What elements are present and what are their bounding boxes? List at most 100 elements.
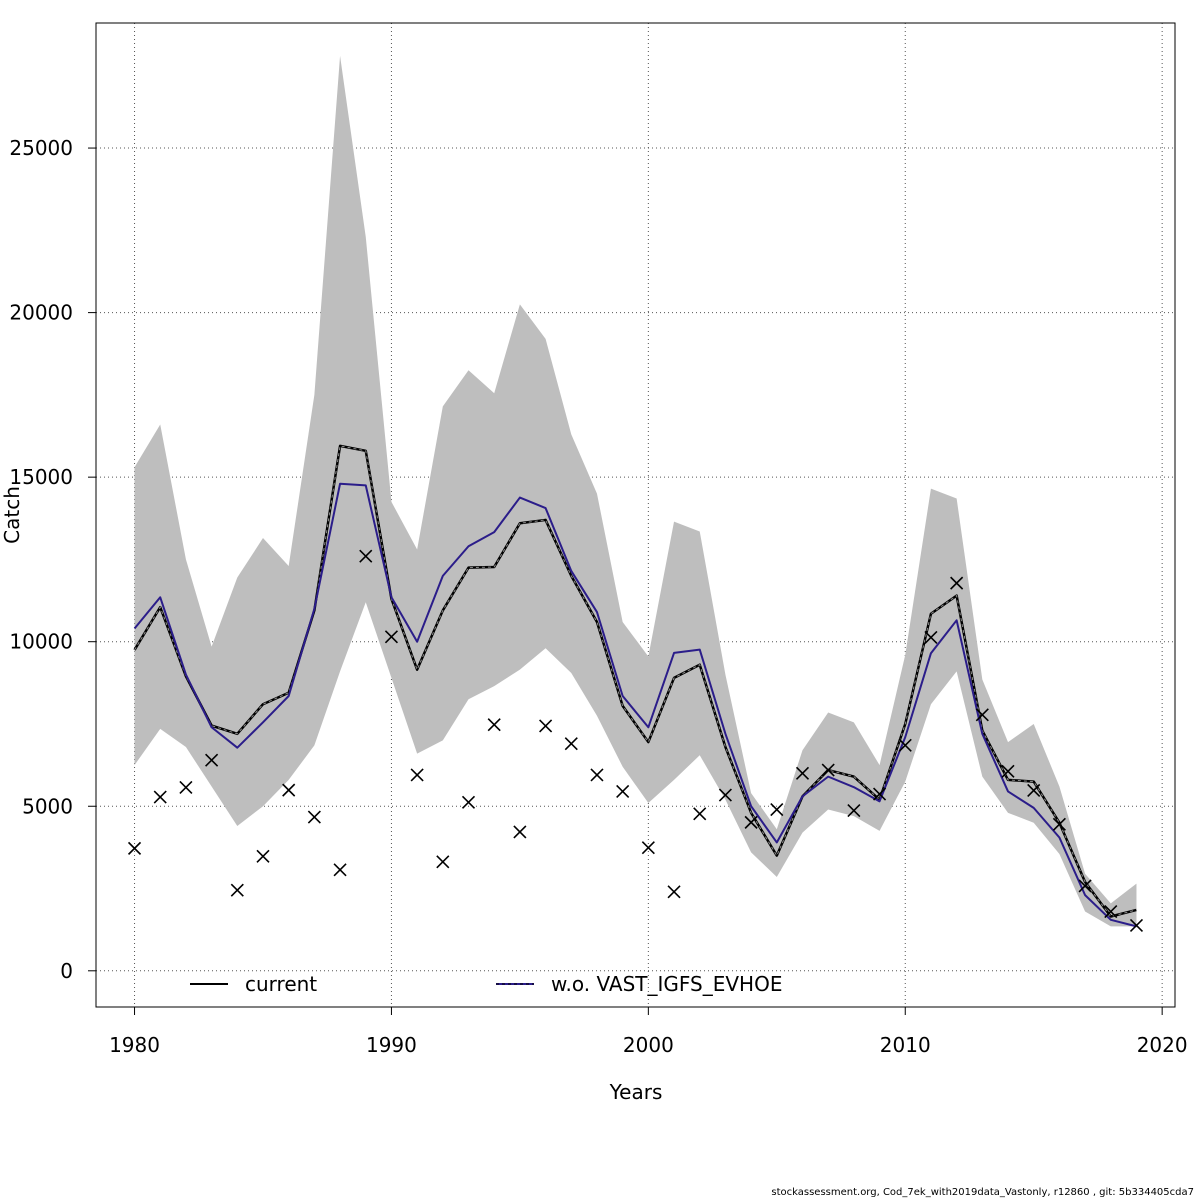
- observation-stroke: [616, 784, 630, 799]
- x-tick-label: 2010: [880, 1033, 931, 1057]
- observation-stroke: [847, 803, 861, 818]
- axes: 1980 1990 2000 2010 2020 0 5000 10000 15000 20000…: [9, 136, 1187, 1057]
- observation-stroke: [770, 802, 784, 817]
- observation-point: [1027, 783, 1041, 798]
- observation-stroke: [1129, 918, 1144, 932]
- observation-stroke: [872, 787, 887, 801]
- observation-stroke: [359, 549, 373, 563]
- observation-point: [1104, 904, 1118, 919]
- observation-stroke: [487, 718, 501, 732]
- observation-stroke: [1027, 783, 1041, 798]
- y-tick-label: 15000: [9, 465, 73, 489]
- observation-point: [924, 630, 938, 644]
- observation-stroke: [1052, 817, 1066, 831]
- observation-stroke: [333, 863, 347, 877]
- observation-point: [307, 810, 321, 824]
- observation-stroke: [384, 630, 399, 644]
- observation-point: [898, 738, 912, 752]
- series-layer: [133, 444, 1137, 928]
- grid-lines: [96, 23, 1175, 1007]
- observation-point: [205, 753, 219, 767]
- observation-stroke: [821, 763, 835, 777]
- observation-stroke: [718, 788, 732, 802]
- x-tick-label: 1990: [366, 1033, 417, 1057]
- observation-point: [127, 841, 142, 855]
- observation-point: [539, 719, 553, 733]
- legend-label-wo-vast: w.o. VAST_IGFS_EVHOE: [551, 972, 782, 996]
- y-tick-label: 0: [60, 959, 73, 983]
- observation-point: [795, 766, 810, 780]
- observation-stroke: [256, 849, 270, 863]
- confidence-band: [134, 55, 1137, 927]
- observation-point: [616, 784, 630, 799]
- series-line-current-dash: [134, 445, 1137, 918]
- observation-stroke: [179, 780, 193, 795]
- observation-point: [1129, 918, 1144, 932]
- observation-stroke: [127, 841, 142, 855]
- observation-point: [487, 718, 501, 732]
- observation-point: [1001, 764, 1015, 778]
- confidence-band-layer: [134, 55, 1137, 927]
- observation-stroke: [205, 753, 219, 767]
- observation-stroke: [1104, 904, 1118, 919]
- observation-point: [564, 737, 578, 751]
- observation-stroke: [1078, 879, 1092, 893]
- observation-stroke: [898, 738, 912, 752]
- observation-point: [513, 825, 527, 839]
- observation-stroke: [795, 766, 810, 780]
- observation-point: [179, 780, 193, 795]
- observation-stroke: [950, 576, 964, 590]
- y-tick-label: 10000: [9, 630, 73, 654]
- observation-point: [1052, 817, 1066, 831]
- observation-point: [590, 768, 604, 782]
- observation-stroke: [924, 630, 938, 644]
- x-axis-title: Years: [609, 1080, 663, 1104]
- observation-stroke: [461, 795, 476, 809]
- observation-stroke: [1001, 764, 1015, 778]
- observation-point: [461, 795, 476, 809]
- y-tick-label: 5000: [22, 794, 73, 818]
- observation-stroke: [153, 790, 167, 804]
- legend: current w.o. VAST_IGFS_EVHOE: [190, 972, 782, 996]
- observation-point: [256, 849, 270, 863]
- series-line-wo-vast: [133, 482, 1137, 928]
- observation-stroke: [436, 855, 450, 869]
- y-tick-label: 20000: [9, 301, 73, 325]
- observation-point: [641, 841, 655, 855]
- observation-stroke: [693, 807, 707, 821]
- observation-point: [410, 768, 424, 782]
- observation-point: [282, 783, 296, 797]
- observation-point: [847, 803, 861, 818]
- observation-stroke: [410, 768, 424, 782]
- footer-note: stockassessment.org, Cod_7ek_with2019dat…: [771, 1187, 1194, 1198]
- observation-stroke: [590, 768, 604, 782]
- plot-frame: [95, 22, 1176, 1008]
- observation-point: [975, 708, 989, 722]
- observation-point: [950, 576, 964, 590]
- observation-stroke: [539, 719, 553, 733]
- observation-stroke: [744, 815, 758, 829]
- observation-point: [667, 885, 681, 899]
- observation-point: [153, 790, 167, 804]
- x-tick-label: 2000: [623, 1033, 674, 1057]
- observation-point: [718, 788, 732, 802]
- observation-point: [230, 883, 244, 897]
- observation-point: [333, 863, 347, 877]
- observation-stroke: [307, 810, 321, 824]
- observation-point: [384, 630, 399, 644]
- observation-stroke: [513, 825, 527, 839]
- observation-point: [436, 855, 450, 869]
- observation-point: [1078, 879, 1092, 893]
- y-axis-title: Catch: [0, 486, 24, 544]
- observation-stroke: [564, 737, 578, 751]
- observation-point: [872, 787, 887, 801]
- observation-point: [744, 815, 758, 829]
- observation-point: [770, 802, 784, 817]
- observation-stroke: [641, 841, 655, 855]
- observation-point: [359, 549, 373, 563]
- y-tick-label: 25000: [9, 136, 73, 160]
- x-tick-label: 2020: [1137, 1033, 1188, 1057]
- observation-stroke: [975, 708, 989, 722]
- x-tick-label: 1980: [109, 1033, 160, 1057]
